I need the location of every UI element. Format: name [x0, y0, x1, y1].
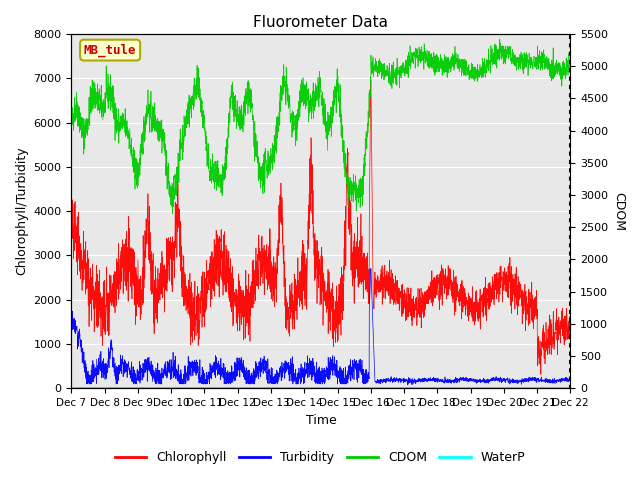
Y-axis label: Chlorophyll/Turbidity: Chlorophyll/Turbidity — [15, 147, 28, 276]
Text: MB_tule: MB_tule — [84, 43, 136, 57]
Legend: Chlorophyll, Turbidity, CDOM, WaterP: Chlorophyll, Turbidity, CDOM, WaterP — [109, 446, 531, 469]
X-axis label: Time: Time — [305, 414, 336, 427]
Title: Fluorometer Data: Fluorometer Data — [253, 15, 388, 30]
Y-axis label: CDOM: CDOM — [612, 192, 625, 230]
